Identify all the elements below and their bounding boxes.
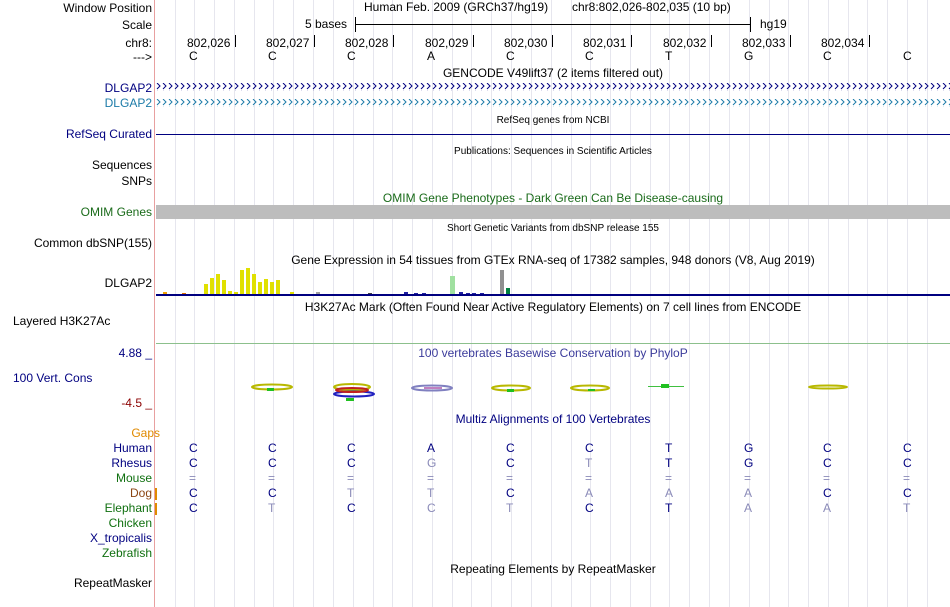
ruler-tick-label: 802,027: [266, 36, 310, 50]
track-label-repeatmasker[interactable]: RepeatMasker: [73, 576, 152, 590]
publications-track-title: Publications: Sequences in Scientific Ar…: [454, 146, 652, 157]
gencode-gene-models[interactable]: [156, 82, 950, 108]
gtex-track-title: Gene Expression in 54 tissues from GTEx …: [291, 253, 815, 267]
species-human: Human: [113, 441, 152, 455]
multiz-track-title: Multiz Alignments of 100 Vertebrates: [455, 412, 651, 426]
track-label-vert-cons[interactable]: 100 Vert. Cons: [13, 371, 93, 385]
phylop-conservation-plot[interactable]: [156, 380, 950, 406]
ruler-tick-label: 802,034: [821, 36, 865, 50]
track-label-gaps[interactable]: Gaps: [131, 426, 160, 440]
ruler-tick-label: 802,028: [345, 36, 389, 50]
omim-feature-bar[interactable]: [156, 205, 950, 219]
cons-min-label: -4.5 _: [121, 396, 152, 410]
ruler-tick-label: 802,031: [583, 36, 627, 50]
species-xtropicalis: X_tropicalis: [89, 531, 152, 545]
gap-marker: [155, 488, 157, 500]
species-mouse: Mouse: [115, 471, 152, 485]
window-position-label: Window Position: [63, 1, 152, 15]
scale-bar-end: [750, 17, 751, 32]
species-dog: Dog: [129, 486, 152, 500]
track-label-dlgap2-2[interactable]: DLGAP2: [104, 96, 152, 110]
refseq-track-title: RefSeq genes from NCBI: [496, 115, 610, 126]
ref-base: C: [347, 49, 356, 63]
track-label-snps[interactable]: SNPs: [121, 174, 152, 188]
scale-bar: [355, 24, 750, 25]
track-label-common-dbsnp[interactable]: Common dbSNP(155): [33, 236, 152, 250]
ref-base: G: [744, 49, 754, 63]
cons-max-label: 4.88 _: [118, 346, 152, 360]
ruler-tick-label: 802,032: [663, 36, 707, 50]
species-elephant: Elephant: [104, 501, 152, 515]
phylop-track-title: 100 vertebrates Basewise Conservation by…: [418, 346, 688, 360]
assembly-title: Human Feb. 2009 (GRCh37/hg19): [364, 0, 549, 14]
ref-base: C: [903, 49, 912, 63]
track-label-h3k27ac[interactable]: Layered H3K27Ac: [13, 314, 111, 328]
track-label-dlgap2-1[interactable]: DLGAP2: [104, 81, 152, 95]
omim-track-title: OMIM Gene Phenotypes - Dark Green Can Be…: [382, 191, 724, 205]
scale-bar-start: [355, 17, 356, 32]
gencode-track-title: GENCODE V49lift37 (2 items filtered out): [442, 66, 664, 80]
assembly-name: hg19: [760, 17, 787, 31]
h3k27ac-baseline: [156, 343, 950, 344]
ref-base: A: [427, 49, 436, 63]
ref-base: C: [268, 49, 277, 63]
track-label-refseq[interactable]: RefSeq Curated: [65, 127, 152, 141]
scale-text: 5 bases: [305, 17, 348, 31]
ref-base: C: [506, 49, 515, 63]
ruler-tick-label: 802,026: [187, 36, 231, 50]
ref-base: T: [665, 49, 673, 63]
ruler-tick-label: 802,033: [742, 36, 786, 50]
ref-base: C: [189, 49, 198, 63]
ruler-tick-label: 802,029: [425, 36, 469, 50]
strand-arrow-label: --->: [133, 50, 152, 64]
repeatmasker-track-title: Repeating Elements by RepeatMasker: [450, 562, 656, 576]
track-label-sequences[interactable]: Sequences: [91, 158, 152, 172]
gtex-expression-bars[interactable]: [156, 262, 950, 298]
chr-label: chr8:: [125, 36, 152, 50]
ref-base: C: [823, 49, 832, 63]
track-label-gtex[interactable]: DLGAP2: [104, 276, 152, 290]
scale-label: Scale: [121, 18, 152, 32]
species-zebrafish: Zebrafish: [101, 546, 152, 560]
ruler-tick-label: 802,030: [504, 36, 548, 50]
track-label-omim[interactable]: OMIM Genes: [80, 205, 152, 219]
h3k27ac-track-title: H3K27Ac Mark (Often Found Near Active Re…: [304, 300, 802, 314]
refseq-gene-line[interactable]: [156, 134, 950, 135]
dbsnp-track-title: Short Genetic Variants from dbSNP releas…: [447, 223, 659, 234]
species-rhesus: Rhesus: [111, 456, 152, 470]
ref-base: C: [585, 49, 594, 63]
species-chicken: Chicken: [108, 516, 152, 530]
label-divider: [154, 0, 155, 607]
window-position-value: chr8:802,026-802,035 (10 bp): [572, 0, 731, 14]
gap-marker: [155, 503, 157, 515]
